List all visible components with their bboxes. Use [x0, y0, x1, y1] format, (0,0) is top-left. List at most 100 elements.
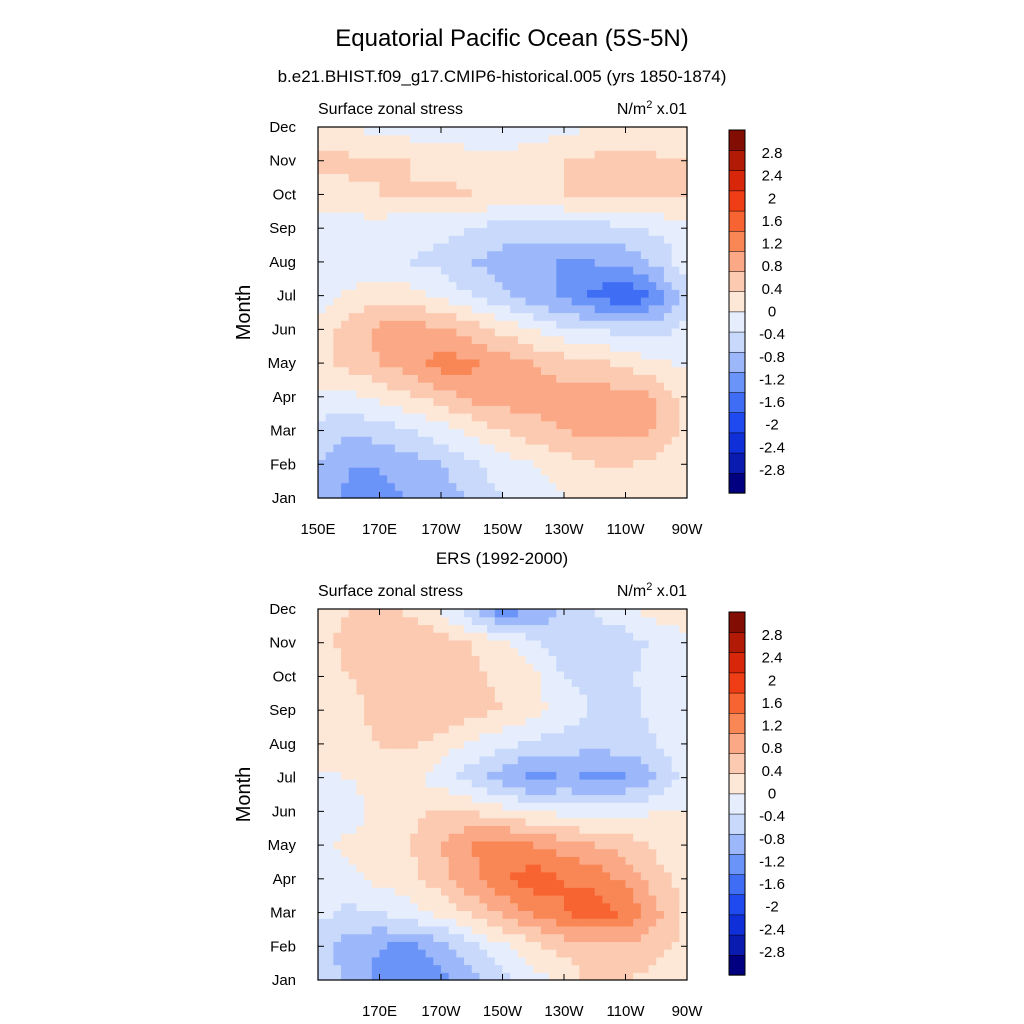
heatmap-cell — [448, 748, 457, 757]
heatmap-cell — [494, 412, 504, 422]
heatmap-cell — [525, 817, 534, 827]
heatmap-cell — [671, 142, 680, 151]
heatmap-cell — [633, 802, 642, 811]
heatmap-cell — [502, 956, 511, 966]
heatmap-cell — [425, 840, 434, 850]
heatmap-cell — [471, 678, 481, 687]
heatmap-cell — [571, 289, 580, 298]
heatmap-cell — [471, 763, 481, 772]
heatmap-cell — [433, 825, 442, 834]
heatmap-cell — [333, 663, 342, 672]
heatmap-cell — [594, 663, 604, 672]
heatmap-cell — [402, 405, 411, 414]
heatmap-cell — [579, 443, 588, 453]
heatmap-cell — [318, 127, 327, 136]
heatmap-cell — [671, 887, 680, 896]
heatmap-cell — [648, 382, 657, 391]
heatmap-cell — [633, 289, 642, 298]
heatmap-cell — [448, 412, 457, 422]
heatmap-cell — [587, 474, 596, 484]
heatmap-cell — [556, 351, 565, 360]
heatmap-cell — [471, 173, 481, 182]
heatmap-cell — [494, 732, 504, 741]
heatmap-cell — [540, 647, 550, 656]
heatmap-cell — [494, 343, 504, 352]
heatmap-cell — [671, 632, 680, 641]
heatmap-cell — [456, 894, 465, 904]
heatmap-cell — [663, 639, 673, 649]
heatmap-cell — [356, 933, 365, 942]
heatmap-cell — [502, 825, 511, 834]
heatmap-cell — [341, 809, 350, 819]
heatmap-cell — [663, 420, 673, 430]
heatmap-cell — [679, 779, 688, 788]
heatmap-cell — [471, 312, 481, 321]
heatmap-cell — [571, 763, 580, 772]
heatmap-cell — [502, 266, 511, 275]
heatmap-cell — [433, 358, 442, 368]
heatmap-cell — [587, 304, 596, 314]
heatmap-cell — [379, 428, 388, 437]
heatmap-cell — [556, 374, 565, 383]
heatmap-cell — [502, 925, 511, 935]
heatmap-cell — [341, 436, 350, 445]
heatmap-cell — [579, 428, 588, 437]
heatmap-cell — [325, 482, 334, 491]
heatmap-cell — [617, 779, 627, 788]
heatmap-cell — [325, 467, 334, 476]
heatmap-cell — [656, 639, 665, 649]
heatmap-cell — [333, 925, 342, 935]
heatmap-cell — [387, 786, 396, 796]
heatmap-cell — [510, 289, 519, 298]
heatmap-cell — [510, 632, 519, 641]
heatmap-cell — [525, 227, 534, 236]
heatmap-cell — [610, 717, 619, 726]
heatmap-cell — [610, 420, 619, 430]
heatmap-cell — [502, 894, 511, 904]
heatmap-cell — [617, 686, 627, 695]
heatmap-cell — [479, 956, 488, 966]
heatmap-cell — [348, 709, 358, 718]
heatmap-cell — [387, 467, 396, 476]
heatmap-cell — [333, 327, 342, 337]
heatmap-cell — [602, 717, 611, 726]
heatmap-cell — [579, 933, 588, 942]
heatmap-cell — [441, 474, 450, 484]
heatmap-cell — [371, 212, 381, 221]
heatmap-cell — [648, 779, 657, 788]
heatmap-cell — [417, 763, 427, 772]
x-tick-label: 170E — [362, 521, 397, 538]
heatmap-cell — [425, 879, 434, 888]
heatmap-cell — [402, 312, 411, 321]
heatmap-cell — [417, 817, 427, 827]
heatmap-cell — [502, 918, 511, 927]
heatmap-cell — [394, 771, 404, 780]
heatmap-cell — [417, 933, 427, 942]
heatmap-cell — [571, 802, 580, 811]
heatmap-cell — [364, 910, 373, 919]
heatmap-cell — [487, 779, 496, 788]
heatmap-cell — [471, 755, 481, 765]
heatmap-cell — [487, 918, 496, 927]
heatmap-cell — [540, 459, 550, 468]
heatmap-cell — [656, 748, 665, 757]
heatmap-cell — [571, 809, 580, 819]
heatmap-cell — [394, 188, 404, 198]
heatmap-cell — [579, 871, 588, 881]
heatmap-cell — [379, 717, 388, 726]
heatmap-cell — [471, 802, 481, 811]
heatmap-cell — [633, 809, 642, 819]
y-tick-label: Aug — [269, 736, 296, 753]
heatmap-cell — [487, 405, 496, 414]
heatmap-cell — [663, 663, 673, 672]
heatmap-cell — [433, 204, 442, 213]
heatmap-cell — [333, 879, 342, 888]
heatmap-cell — [410, 173, 419, 182]
heatmap-cell — [356, 382, 365, 391]
heatmap-cell — [617, 312, 627, 321]
heatmap-cell — [425, 639, 434, 649]
heatmap-cell — [587, 165, 596, 174]
heatmap-cell — [625, 181, 634, 190]
heatmap-cell — [433, 887, 442, 896]
heatmap-cell — [648, 655, 657, 664]
